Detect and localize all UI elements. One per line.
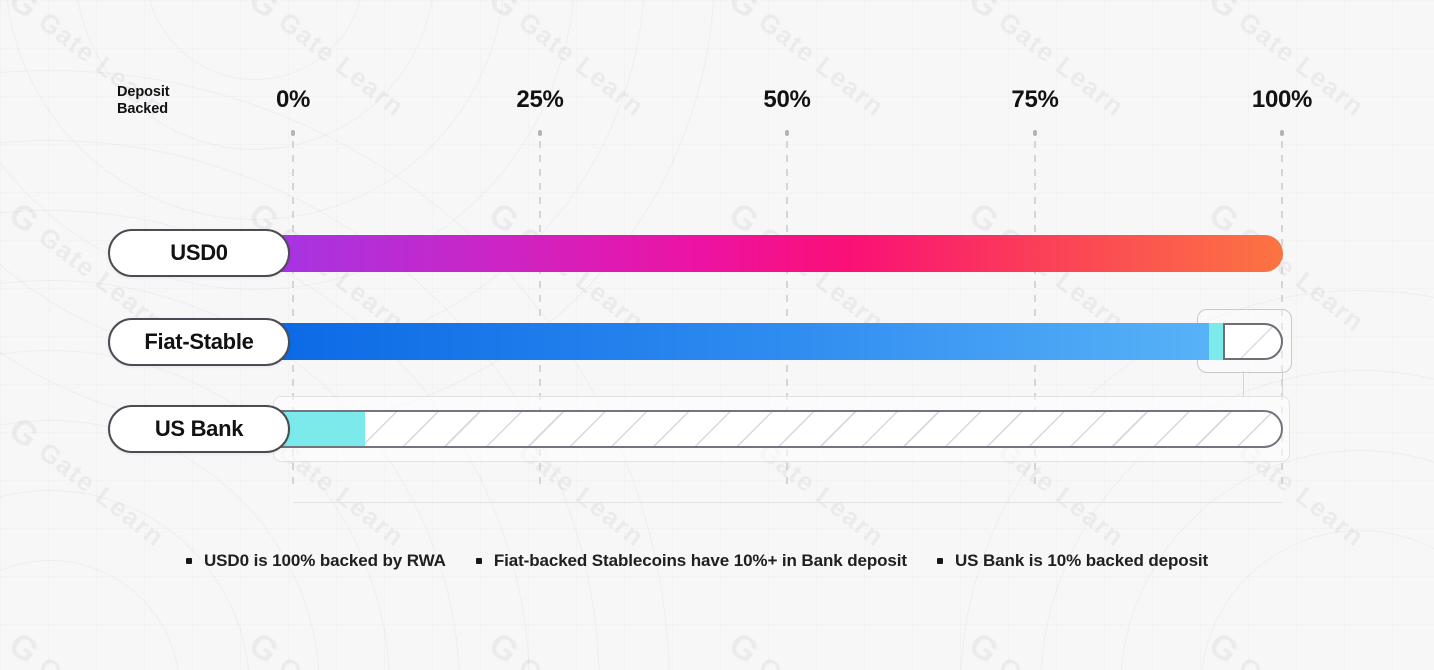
tick-label-75: 75% xyxy=(1011,86,1059,113)
legend-item-usbank: US Bank is 10% backed deposit xyxy=(936,551,1209,571)
bar-segment-fiat-remainder xyxy=(1223,323,1283,360)
legend-text-usd0: USD0 is 100% backed by RWA xyxy=(204,551,446,570)
callout-connector xyxy=(1243,371,1283,396)
row-label-fiat-stable: Fiat-Stable xyxy=(108,318,290,366)
tick-label-100: 100% xyxy=(1251,86,1313,113)
bar-segment-fiat-reserves xyxy=(270,323,1210,360)
tick-label-0: 0% xyxy=(275,86,311,113)
bar-segment-usd0-rwa xyxy=(270,235,1283,272)
square-bullet-icon xyxy=(475,558,482,564)
tick-dot xyxy=(1280,130,1284,136)
legend-item-usd0: USD0 is 100% backed by RWA xyxy=(186,551,446,571)
bar-usd0 xyxy=(270,235,1283,272)
gridline-dashed xyxy=(786,141,788,490)
row-label-usbank-text: US Bank xyxy=(154,416,244,441)
gridline-dashed xyxy=(292,141,294,490)
bar-segment-fiat-bank-deposit xyxy=(1209,323,1224,360)
tick-dot xyxy=(785,130,789,136)
gate-logo-icon: G xyxy=(721,625,768,670)
row-label-usd0-text: USD0 xyxy=(170,240,228,265)
square-bullet-icon xyxy=(186,558,192,564)
tick-label-25: 25% xyxy=(516,86,564,113)
gridline-dashed xyxy=(539,141,541,490)
watermark-text: Gate Learn xyxy=(753,651,890,670)
tick-dot xyxy=(1033,130,1037,136)
legend-item-fiat: Fiat-backed Stablecoins have 10%+ in Ban… xyxy=(475,551,907,571)
tick-dot xyxy=(291,130,295,136)
legend-text-fiat: Fiat-backed Stablecoins have 10%+ in Ban… xyxy=(493,551,907,570)
tick-dot xyxy=(538,130,542,136)
bar-us-bank xyxy=(270,410,1283,448)
footnote-legend: USD0 is 100% backed by RWA Fiat-backed S… xyxy=(186,551,1208,571)
axis-baseline xyxy=(293,502,1282,503)
gridline-dashed xyxy=(1034,141,1036,490)
legend-text-usbank: US Bank is 10% backed deposit xyxy=(954,551,1209,570)
row-label-fiat-text: Fiat-Stable xyxy=(144,329,254,354)
axis-title: Deposit Backed xyxy=(117,84,170,118)
row-label-usd0: USD0 xyxy=(108,229,290,277)
tick-label-50: 50% xyxy=(763,86,811,113)
bar-fiat-stable xyxy=(270,323,1283,360)
row-label-us-bank: US Bank xyxy=(108,405,290,453)
square-bullet-icon xyxy=(936,558,943,564)
